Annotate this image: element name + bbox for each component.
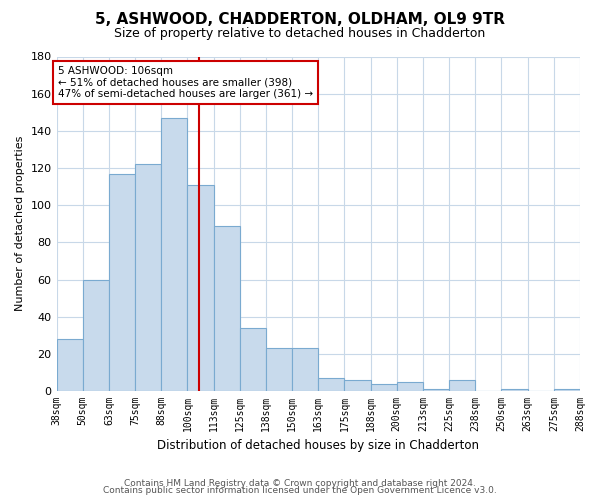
Bar	[161, 118, 187, 391]
Bar	[187, 184, 214, 391]
Bar	[318, 378, 344, 391]
Bar	[266, 348, 292, 391]
Bar	[292, 348, 318, 391]
Bar	[449, 380, 475, 391]
Bar	[240, 328, 266, 391]
Text: Contains public sector information licensed under the Open Government Licence v3: Contains public sector information licen…	[103, 486, 497, 495]
Text: 5 ASHWOOD: 106sqm
← 51% of detached houses are smaller (398)
47% of semi-detache: 5 ASHWOOD: 106sqm ← 51% of detached hous…	[58, 66, 313, 99]
Bar	[423, 389, 449, 391]
Bar	[109, 174, 135, 391]
Text: 5, ASHWOOD, CHADDERTON, OLDHAM, OL9 9TR: 5, ASHWOOD, CHADDERTON, OLDHAM, OL9 9TR	[95, 12, 505, 28]
Bar	[554, 389, 580, 391]
Bar	[135, 164, 161, 391]
Y-axis label: Number of detached properties: Number of detached properties	[15, 136, 25, 312]
Bar	[371, 384, 397, 391]
Bar	[397, 382, 423, 391]
X-axis label: Distribution of detached houses by size in Chadderton: Distribution of detached houses by size …	[157, 440, 479, 452]
Text: Size of property relative to detached houses in Chadderton: Size of property relative to detached ho…	[115, 28, 485, 40]
Text: Contains HM Land Registry data © Crown copyright and database right 2024.: Contains HM Land Registry data © Crown c…	[124, 478, 476, 488]
Bar	[502, 389, 527, 391]
Bar	[214, 226, 240, 391]
Bar	[56, 339, 83, 391]
Bar	[83, 280, 109, 391]
Bar	[344, 380, 371, 391]
